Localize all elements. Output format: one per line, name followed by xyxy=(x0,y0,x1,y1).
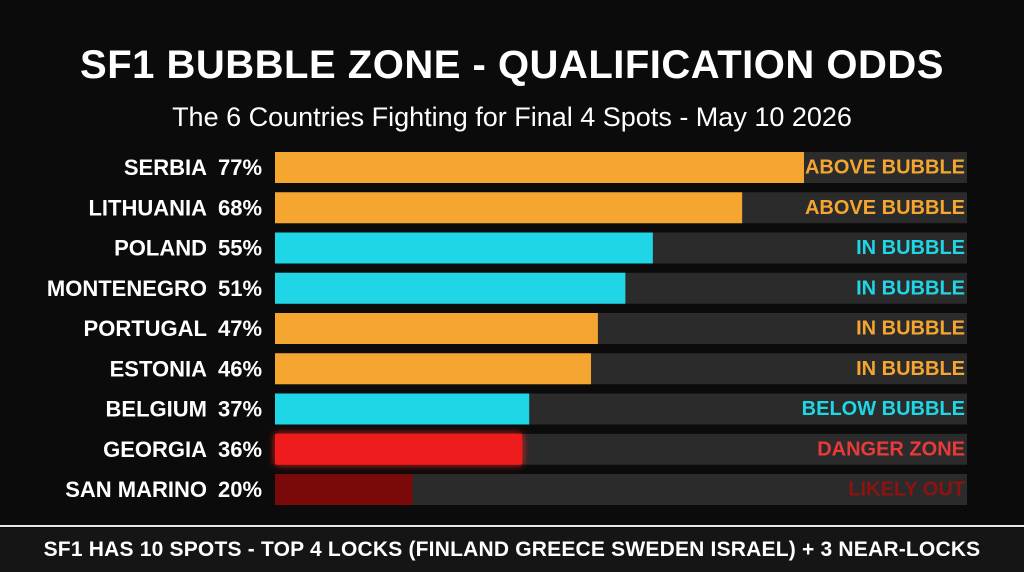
value-label: 77% xyxy=(218,155,262,180)
status-label: ABOVE BUBBLE xyxy=(805,197,965,219)
bar xyxy=(275,353,592,385)
value-label: 20% xyxy=(218,477,262,502)
value-label: 37% xyxy=(218,397,262,422)
bar-chart: SERBIA 77% ABOVE BUBBLE LITHUANIA 68% ABOVE B… xyxy=(47,152,967,505)
status-label: IN BUBBLE xyxy=(856,277,965,299)
category-label: LITHUANIA xyxy=(88,195,207,220)
bar xyxy=(275,433,523,465)
category-label: GEORGIA xyxy=(103,437,207,462)
status-label: IN BUBBLE xyxy=(856,237,965,259)
chart-subtitle: The 6 Countries Fighting for Final 4 Spo… xyxy=(172,102,852,132)
bar xyxy=(275,313,598,344)
bar xyxy=(275,152,804,183)
category-label: POLAND xyxy=(114,236,207,261)
status-label: BELOW BUBBLE xyxy=(802,398,965,420)
value-label: 68% xyxy=(218,195,262,220)
bar xyxy=(275,393,530,425)
bars-layer: SERBIA 77% ABOVE BUBBLE LITHUANIA 68% ABOVE B… xyxy=(47,152,967,505)
category-label: SAN MARINO xyxy=(65,477,207,502)
value-label: 51% xyxy=(218,276,262,301)
bar xyxy=(275,192,743,224)
chart-title: SF1 BUBBLE ZONE - QUALIFICATION ODDS xyxy=(80,43,944,87)
footer-divider xyxy=(0,525,1024,527)
value-label: 36% xyxy=(218,437,262,462)
status-label: ABOVE BUBBLE xyxy=(805,157,965,179)
status-label: IN BUBBLE xyxy=(856,358,965,380)
category-label: MONTENEGRO xyxy=(47,276,207,301)
footer-banner: SF1 HAS 10 SPOTS - TOP 4 LOCKS (FINLAND … xyxy=(0,528,1024,572)
value-label: 46% xyxy=(218,356,262,381)
bar xyxy=(275,474,413,505)
value-label: 55% xyxy=(218,236,262,261)
category-label: BELGIUM xyxy=(106,397,207,422)
status-label: LIKELY OUT xyxy=(848,479,965,501)
category-label: SERBIA xyxy=(124,155,207,180)
bar xyxy=(275,232,653,264)
category-label: PORTUGAL xyxy=(84,316,207,341)
category-label: ESTONIA xyxy=(110,356,208,381)
bar xyxy=(275,272,626,304)
status-label: DANGER ZONE xyxy=(817,438,965,460)
status-label: IN BUBBLE xyxy=(856,318,965,340)
value-label: 47% xyxy=(218,316,262,341)
